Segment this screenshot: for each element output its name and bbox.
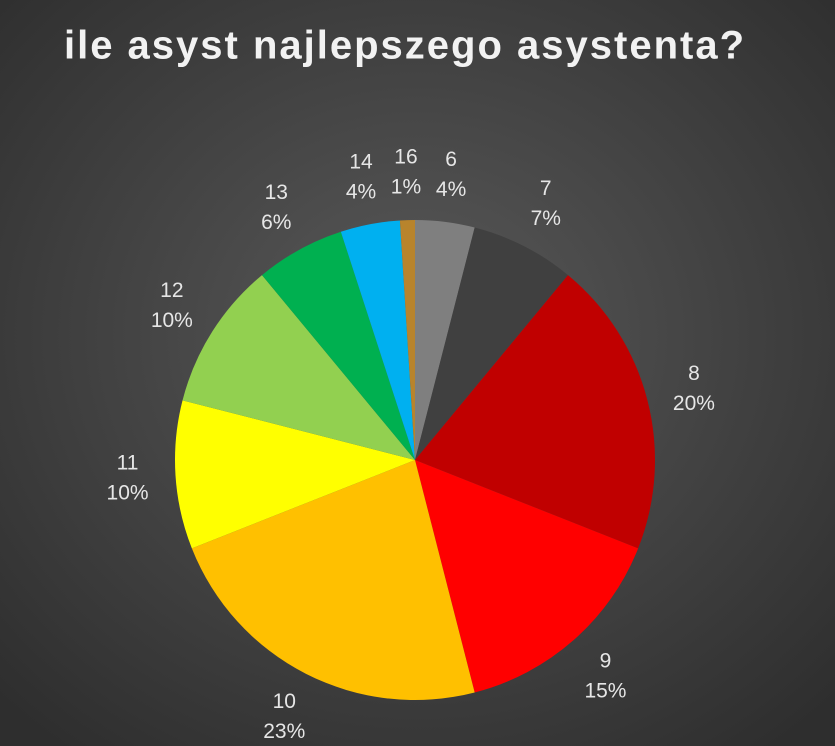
- slice-value-label: 4%: [436, 178, 466, 201]
- pie-slice: [415, 220, 475, 460]
- pie-slice: [174, 400, 415, 549]
- pie-slice: [262, 231, 415, 460]
- slice-category-label: 16: [394, 146, 417, 169]
- slice-value-label: 10%: [151, 309, 193, 332]
- pie-slice: [415, 275, 656, 549]
- pie-slice: [182, 275, 415, 460]
- slice-category-label: 12: [160, 279, 183, 302]
- pie-slice: [399, 220, 415, 460]
- pie-slice: [191, 460, 475, 701]
- slice-value-label: 1%: [391, 176, 421, 199]
- slice-value-label: 10%: [107, 482, 149, 505]
- slice-category-label: 14: [349, 151, 373, 174]
- chart-title: ile asyst najlepszego asystenta?: [64, 24, 746, 68]
- slice-value-label: 15%: [584, 680, 626, 703]
- slice-value-label: 23%: [263, 720, 305, 743]
- pie-slice: [415, 227, 568, 460]
- slice-value-label: 7%: [531, 207, 561, 230]
- slice-category-label: 7: [540, 177, 552, 200]
- slice-category-label: 13: [265, 181, 288, 204]
- slice-category-label: 8: [688, 362, 700, 385]
- slice-category-label: 9: [600, 650, 612, 673]
- pie-slice: [415, 460, 639, 693]
- slice-category-label: 10: [273, 690, 296, 713]
- slice-category-label: 11: [117, 452, 139, 475]
- slice-value-label: 20%: [673, 392, 715, 415]
- pie-slice: [340, 220, 415, 460]
- slice-value-label: 6%: [261, 211, 291, 234]
- slice-category-label: 6: [445, 148, 457, 171]
- slice-value-label: 4%: [346, 181, 376, 204]
